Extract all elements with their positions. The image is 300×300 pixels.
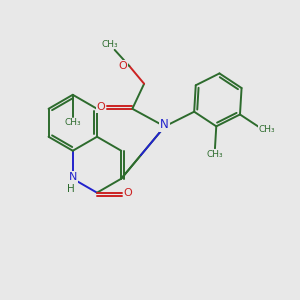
Text: CH₃: CH₃ — [206, 150, 223, 159]
Text: O: O — [124, 188, 132, 198]
Text: O: O — [118, 61, 127, 71]
Text: H: H — [68, 184, 75, 194]
Text: CH₃: CH₃ — [102, 40, 119, 49]
Text: N: N — [160, 118, 169, 131]
Text: CH₃: CH₃ — [64, 118, 81, 127]
Text: O: O — [97, 102, 105, 112]
Text: N: N — [69, 172, 77, 182]
Text: CH₃: CH₃ — [259, 125, 275, 134]
